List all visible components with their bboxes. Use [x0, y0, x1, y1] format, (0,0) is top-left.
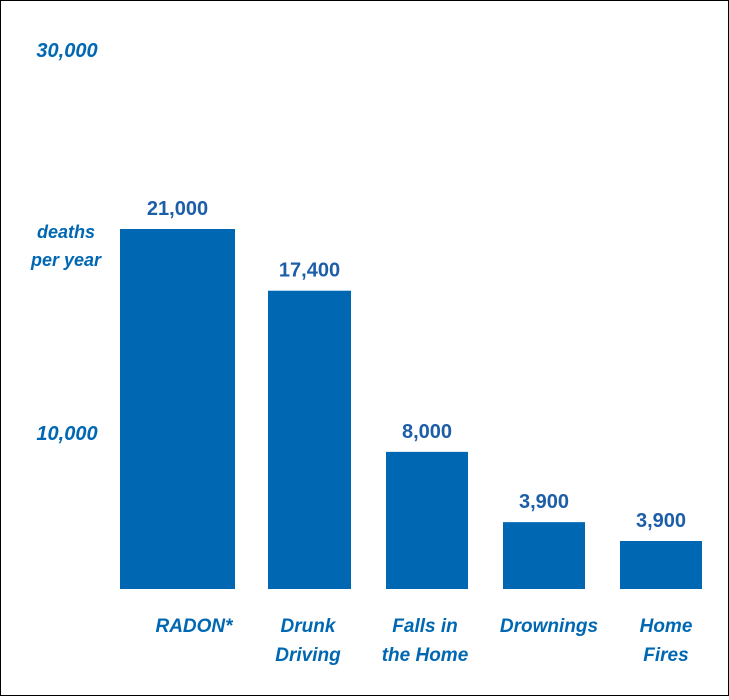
bar [386, 451, 468, 589]
category-label: RADON* [155, 616, 234, 637]
y-axis-label: deaths [37, 222, 95, 242]
y-tick-label: 10,000 [36, 423, 97, 445]
y-axis-label: per year [30, 250, 102, 270]
category-label: Drownings [500, 616, 598, 637]
bar [268, 290, 351, 589]
y-tick-label: 30,000 [36, 40, 97, 62]
bar [620, 541, 702, 589]
bar-value-label: 3,900 [519, 491, 569, 513]
category-label: the Home [382, 645, 469, 666]
bar-value-label: 8,000 [402, 421, 452, 443]
y-axis-labels: 30,000 10,000 deaths per year [30, 40, 102, 445]
bar-value-label: 17,400 [279, 260, 340, 282]
category-label: Driving [275, 645, 341, 666]
bar-value-label: 21,000 [147, 198, 208, 220]
value-labels: 21,000 17,400 8,000 3,900 3,900 [147, 198, 686, 532]
category-label: Fires [643, 645, 688, 666]
bar [503, 522, 585, 589]
category-label: Home [640, 616, 693, 637]
bar-value-label: 3,900 [636, 510, 686, 532]
category-label: Falls in [392, 616, 457, 637]
bars [120, 229, 702, 589]
category-label: Drunk [281, 616, 337, 637]
category-labels: RADON* Drunk Driving Falls in the Home Drowni… [155, 616, 692, 666]
bar [120, 229, 235, 589]
